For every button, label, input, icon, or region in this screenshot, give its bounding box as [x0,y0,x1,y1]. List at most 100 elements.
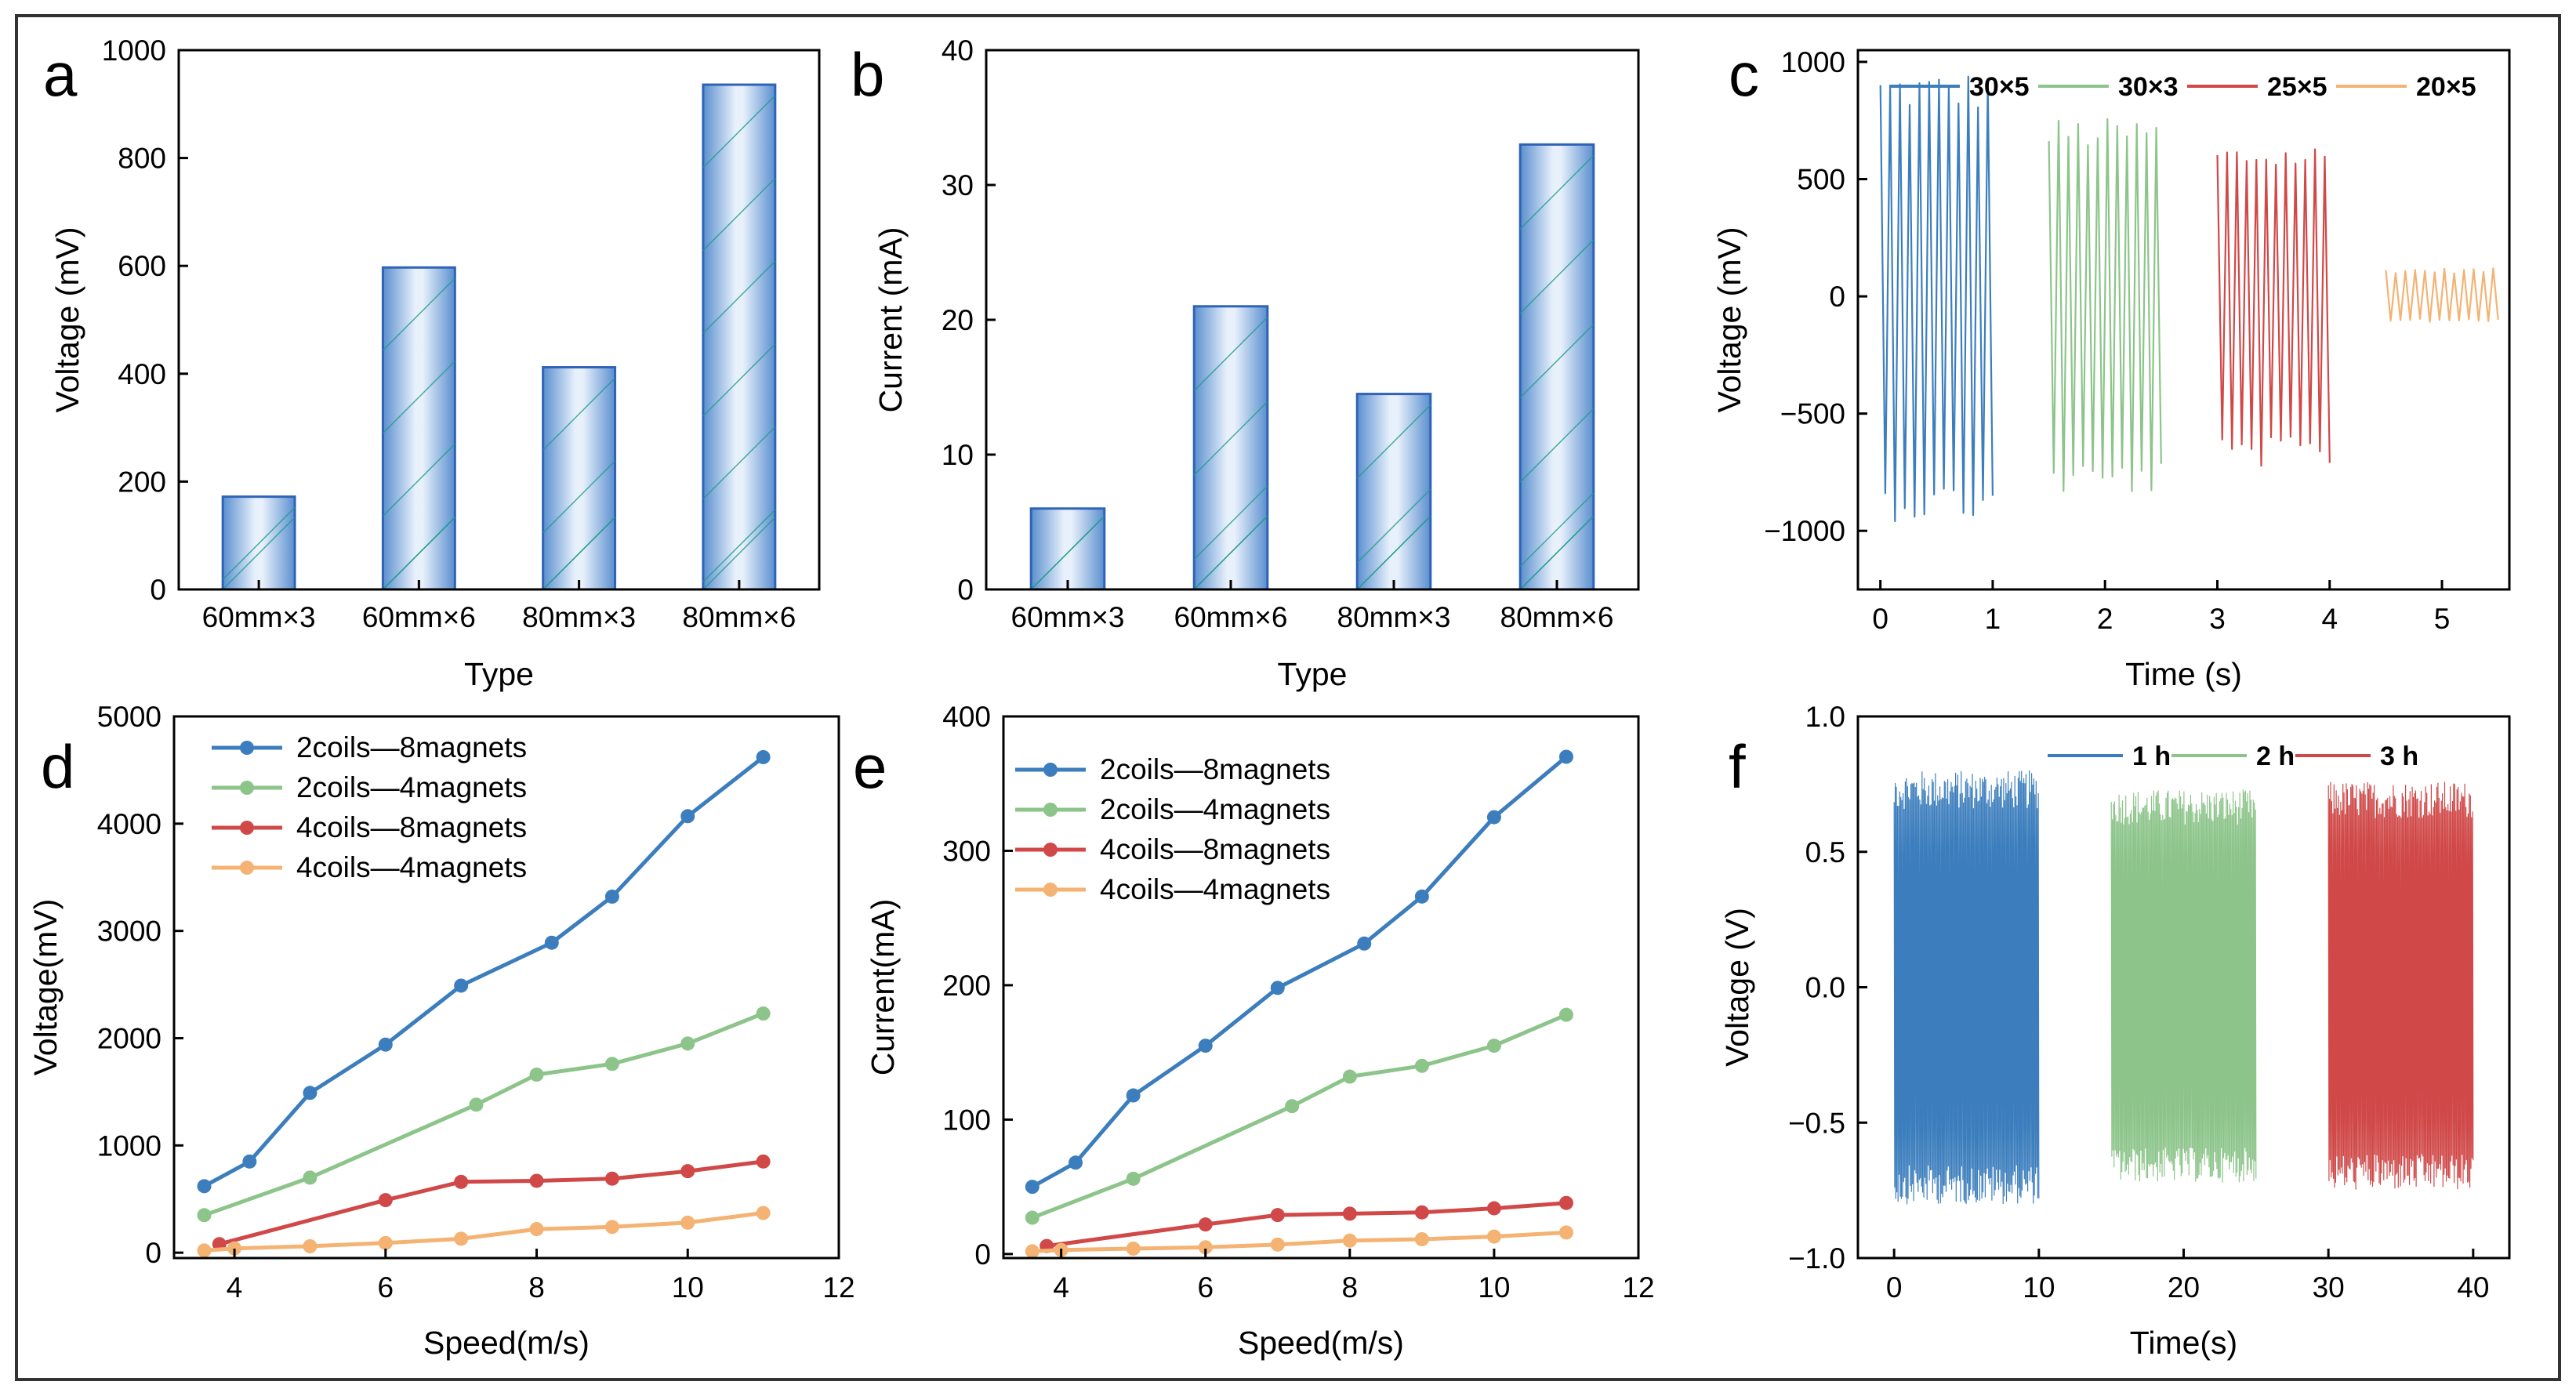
panel-d-legend-label: 4coils—8magnets [296,811,527,843]
panel-e-legend-marker [1043,803,1058,817]
panel-d-data-point [544,935,559,950]
panel-d-data-point [378,1193,393,1208]
panel-c-ytick-label: 0 [1829,281,1845,313]
panel-e-data-point [1486,810,1501,825]
panel-d-data-point [604,1220,619,1235]
panel-e-data-point [1025,1244,1039,1259]
panel-e-data-point [1270,1208,1285,1223]
panel-d-legend-marker [240,821,254,835]
panel-e-data-point [1342,1069,1357,1084]
panel-e-data-point [1414,1058,1429,1073]
panel-b: b 60mm×3 60mm×6 80mm×3 80mm×6 0 10 20 30 40 Type Cu… [851,34,1640,692]
panel-c-xtick-label: 0 [1872,603,1888,635]
panel-f-xtick-label: 20 [2168,1271,2200,1304]
panel-d-data-point [303,1170,317,1185]
panel-e-data-point [1198,1039,1213,1053]
panel-b-bar-hatch [1356,515,1431,590]
panel-b-bar-hatch [1356,488,1431,564]
panel-d-plot-frame [172,715,840,1260]
panel-d-data-point [378,1235,393,1250]
panel-f-series-trace [1893,770,2040,1205]
panel-b-category-label: 80mm×6 [1500,601,1614,633]
panel-d-data-point [378,1037,393,1052]
panel-b-bar-hatch [1519,324,1595,398]
panel-d-ytick-label: 2000 [97,1022,161,1054]
panel-d-letter: d [41,732,74,801]
panel-c-ylabel: Voltage (mV) [1711,227,1747,413]
panel-d-ytick-label: 5000 [97,701,161,733]
panel-e-data-point [1198,1217,1213,1232]
panel-f-xtick-label: 40 [2457,1271,2489,1304]
panel-b-bar-hatch [1030,515,1105,590]
panel-c-ytick-label: 500 [1797,164,1845,196]
panel-f-letter: f [1729,732,1746,801]
panel-b-bar-hatch [1519,154,1595,230]
panel-d-legend-label: 2coils—4magnets [296,771,527,803]
panel-e-data-point [1198,1240,1213,1255]
panel-d-data-point [529,1068,544,1082]
panel-b-bar [1192,305,1269,591]
panel-f-series-trace [2110,789,2257,1183]
panel-a-bar-hatch [382,277,455,351]
panel-c-xtick-label: 1 [1985,603,2001,635]
panel-d-data-point [197,1243,212,1258]
panel-e-legend-label: 4coils—4magnets [1100,873,1330,905]
panel-c-xtick-label: 5 [2434,603,2451,635]
panel-b-category-label: 60mm×3 [1011,601,1125,633]
panel-f-legend-label: 2 h [2256,742,2295,771]
panel-f-xtick-label: 0 [1886,1271,1903,1304]
panel-a-bar-hatch [382,361,455,434]
panel-a-bar [542,366,617,591]
panel-c-xtick-label: 4 [2321,603,2338,635]
panel-a-bar-hatch [702,260,776,334]
panel-c-ytick-label: 1000 [1781,46,1845,78]
panel-b-bar-hatch [1519,408,1595,483]
panel-d-data-point [680,809,695,824]
panel-b-category-label: 60mm×6 [1174,601,1288,633]
panel-d-ytick-label: 3000 [97,916,161,948]
panel-a-ytick-label: 800 [118,143,166,175]
panel-a: a 60mm×3 60mm×6 80mm×3 80mm×6 0 200 400 600 800 10… [43,34,821,692]
panel-b-ytick-label: 0 [957,574,974,606]
panel-c-series-trace [1879,75,1994,523]
panel-d-data-point [604,1171,619,1186]
panel-d-data-point [454,1174,469,1189]
panel-e-legend-marker [1043,763,1058,777]
panel-e-data-point [1414,889,1429,904]
panel-a-bar-hatch [542,460,616,534]
panel-d-data-point [604,889,619,904]
panel-a-plot-frame [177,49,821,591]
panel-e-data-point [1342,1206,1357,1221]
panel-d-ylabel: Voltage(mV) [27,899,63,1076]
panel-f-xlabel: Time(s) [2130,1325,2237,1361]
panel-d-series-line [203,1011,764,1217]
panel-f: f −1.0 −0.5 0.0 0.5 1.0 0 10 20 30 40 Time(s) Voltag… [1719,701,2511,1361]
panel-b-ylabel: Current (mA) [873,227,909,413]
panel-e-plot-frame [1002,715,1640,1260]
panel-a-bar-hatch [702,426,776,500]
panel-a-ytick-label: 600 [118,250,166,282]
panel-d: d 0 1000 2000 3000 4000 5000 4 6 8 10 12 Speed(m/s) V… [27,701,855,1361]
panel-c-series-trace [2048,118,2162,492]
panel-a-bar-hatch [382,517,455,590]
panel-d-data-point [454,1231,469,1246]
panel-b-ytick-label: 40 [942,34,974,67]
panel-f-xtick-label: 30 [2313,1271,2345,1304]
panel-e-data-point [1558,1225,1573,1240]
panel-d-data-point [680,1036,695,1051]
panel-e-xtick-label: 4 [1053,1271,1069,1304]
panel-b-ytick-label: 20 [942,304,974,336]
panel-d-legend-marker [240,861,254,875]
panel-e-data-point [1558,1007,1573,1022]
panel-e-legend-label: 2coils—8magnets [1100,753,1330,785]
panel-e-data-point [1270,981,1285,995]
panel-d-data-point [756,1206,771,1220]
panel-d-data-point [454,978,469,993]
panel-a-bar [381,266,456,591]
panel-d-data-point [680,1215,695,1230]
panel-c-xtick-label: 2 [2097,603,2113,635]
panel-e-data-point [1357,936,1372,951]
panel-e-xtick-label: 6 [1197,1271,1214,1304]
panel-e-data-point [1486,1229,1501,1244]
panel-d-xtick-label: 6 [378,1271,394,1304]
